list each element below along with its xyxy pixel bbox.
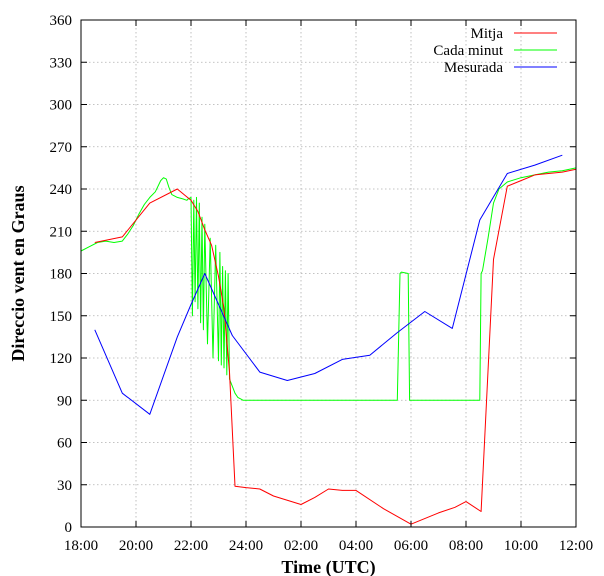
y-tick-label: 60	[57, 436, 72, 452]
series-line-mesurada	[94, 154, 563, 415]
y-tick-label: 300	[50, 98, 73, 114]
x-tick-label: 24:00	[229, 538, 263, 554]
x-tick-label: 04:00	[339, 538, 373, 554]
y-axis-title: Direccio vent en Graus	[8, 185, 28, 361]
y-tick-label: 270	[50, 140, 73, 156]
series-line-cada-minut	[80, 167, 577, 401]
x-tick-label: 22:00	[174, 538, 208, 554]
y-tick-label: 240	[50, 182, 73, 198]
x-tick-label: 02:00	[284, 538, 318, 554]
y-tick-label: 30	[57, 478, 72, 494]
y-tick-label: 180	[50, 267, 73, 283]
x-tick-label: 20:00	[119, 538, 153, 554]
y-tick-label: 120	[50, 351, 73, 367]
grid-layer	[81, 20, 576, 527]
x-tick-label: 12:00	[559, 538, 593, 554]
legend-label: Cada minut	[433, 43, 503, 59]
y-tick-label: 0	[65, 520, 73, 536]
series-layer	[80, 154, 577, 525]
y-tick-label: 210	[50, 224, 73, 240]
x-tick-label: 06:00	[394, 538, 428, 554]
x-tick-label: 08:00	[449, 538, 483, 554]
y-tick-label: 360	[50, 13, 73, 29]
series-line-mitja	[94, 168, 577, 525]
legend-label: Mesurada	[444, 60, 503, 76]
legend-label: Mitja	[471, 26, 504, 42]
x-tick-label: 10:00	[504, 538, 538, 554]
y-tick-label: 330	[50, 55, 73, 71]
x-axis-title: Time (UTC)	[281, 557, 375, 576]
ticks-layer: 18:00 20:00 22:00 24:00 02:00 04:00 06:00 08:00…	[50, 13, 594, 554]
y-tick-label: 90	[57, 393, 72, 409]
y-tick-label: 150	[50, 309, 73, 325]
x-tick-label: 18:00	[64, 538, 98, 554]
